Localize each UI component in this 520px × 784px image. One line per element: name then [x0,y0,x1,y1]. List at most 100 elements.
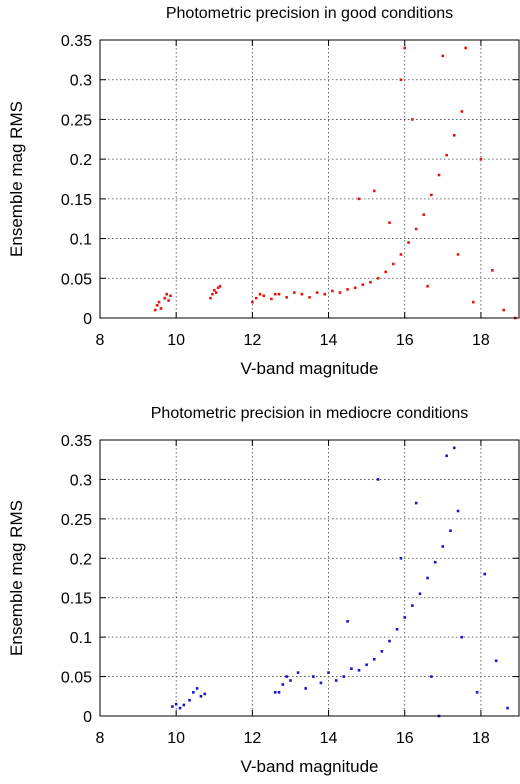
data-point [338,291,342,294]
data-point [464,46,467,50]
data-point [323,292,327,296]
data-point [296,671,300,674]
data-point [304,687,307,690]
data-point [327,671,330,674]
data-point [262,294,266,298]
data-point [445,153,448,157]
data-point [388,639,391,643]
data-point [218,284,222,288]
data-point [350,667,353,670]
data-point [430,675,433,678]
data-point [174,702,178,706]
data-point [277,691,281,694]
plot-frame [99,439,520,717]
data-point [285,296,288,299]
data-point [479,157,483,161]
y-tick-label: 0.05 [61,271,92,288]
data-point [251,300,254,304]
data-point [353,286,357,290]
data-point [399,78,403,82]
data-point [331,289,334,293]
data-point [211,292,214,296]
data-point [157,300,161,304]
data-point [273,292,277,296]
data-point [456,253,460,256]
data-point [452,134,456,137]
grid [100,440,519,716]
y-tick-label: 0.2 [70,152,92,169]
data-point [361,283,365,286]
data-point [216,286,220,290]
plot-frame [99,39,520,319]
data-point [199,694,203,698]
data-point [426,576,429,580]
data-point [433,560,437,564]
x-tick-label: 16 [396,332,414,349]
data-point [357,668,361,672]
data-point [195,687,199,690]
data-point [372,657,376,661]
data-point [491,269,494,272]
x-tick-label: 8 [96,332,105,349]
data-point [167,299,170,302]
data-point [395,627,399,631]
data-point [445,454,448,458]
mediocre-conditions-panel: Photometric precision in mediocre condit… [7,405,520,776]
y-tick-label: 0.3 [70,73,92,90]
data-points [171,446,509,718]
data-point [169,294,172,298]
data-point [308,296,311,299]
data-point [407,241,410,244]
data-point [441,545,445,548]
data-point [178,706,182,710]
x-tick-label: 12 [243,730,261,747]
x-tick-label: 10 [167,332,185,349]
x-tick-label: 16 [396,730,414,747]
data-point [203,692,207,696]
data-point [312,675,315,678]
data-point [437,173,441,177]
data-point [254,296,258,300]
grid [100,40,519,318]
data-point [460,110,464,113]
data-point [372,189,376,193]
y-tick-label: 0.35 [61,33,92,50]
data-point [441,54,445,58]
data-point [346,288,349,291]
ticks: 8 10 12 14 16 18 0 0.05 0.1 0.15 0.2 0.25 0.3 0.35 [61,33,519,349]
data-point [502,308,506,312]
data-point [159,307,163,310]
x-tick-label: 18 [472,332,490,349]
data-point [346,620,349,623]
data-point [392,262,395,266]
data-point [212,288,216,292]
y-tick-label: 0 [83,709,92,726]
x-tick-label: 18 [472,730,490,747]
data-point [281,683,285,686]
data-point [342,675,346,678]
y-tick-label: 0 [83,311,92,328]
x-tick-label: 12 [243,332,261,349]
data-point [403,46,407,50]
y-tick-label: 0.25 [61,112,92,129]
data-point [171,705,174,708]
good-conditions-panel: Photometric precision in good conditions… [7,5,520,378]
data-point [289,679,292,682]
ticks: 8 10 12 14 16 18 0 0.05 0.1 0.15 0.2 0.25 0.3 0.35 [61,433,519,747]
y-tick-label: 0.05 [61,670,92,687]
y-tick-label: 0.35 [61,433,92,450]
chart-title: Photometric precision in mediocre condit… [151,405,468,422]
data-point [430,193,433,197]
data-point [319,681,323,685]
x-tick-label: 10 [167,730,185,747]
y-tick-label: 0.2 [70,551,92,568]
data-point [414,227,418,231]
data-point [376,276,380,280]
data-point [380,650,384,653]
data-point [411,604,414,607]
data-point [475,691,479,694]
data-point [365,663,368,667]
data-point [471,300,475,304]
y-axis-label: Ensemble mag RMS [7,101,26,257]
